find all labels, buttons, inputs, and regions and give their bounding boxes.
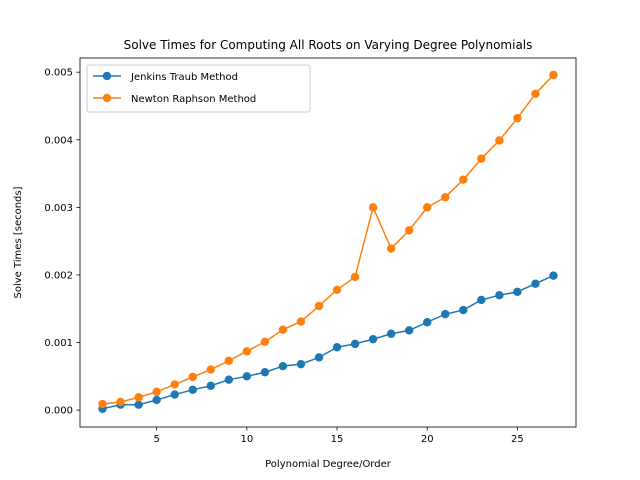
legend-label-jenkins-traub: Jenkins Traub Method [130,72,238,83]
data-point-newton-raphson-method [188,372,197,382]
series-layer [98,70,558,413]
y-tick-label: 0.004 [44,135,73,146]
data-point-newton-raphson-method [549,70,558,80]
data-point-jenkins-traub-method [242,372,252,381]
x-tick-label: 5 [153,434,159,445]
y-tick-label: 0.003 [44,203,73,214]
data-point-newton-raphson-method [134,393,143,402]
x-tick-label: 20 [421,434,434,445]
data-point-newton-raphson-method [206,365,215,374]
data-point-newton-raphson-method [314,301,324,311]
plot-area [80,58,576,427]
data-point-newton-raphson-method [423,203,432,212]
data-point-newton-raphson-method [404,226,414,235]
data-point-jenkins-traub-method [134,400,143,409]
y-tick-label: 0.005 [44,68,73,79]
plot-frame [79,57,577,428]
data-point-newton-raphson-method [278,325,288,334]
data-point-newton-raphson-method [224,356,233,365]
data-point-newton-raphson-method [116,397,125,407]
data-point-jenkins-traub-method [332,343,342,352]
data-point-jenkins-traub-method [531,279,540,288]
legend-label-newton-raphson: Newton Raphson Method [131,94,256,105]
data-point-newton-raphson-method [531,89,540,99]
legend: Jenkins Traub Method Newton Raphson Meth… [86,64,311,113]
data-point-newton-raphson-method [242,347,252,356]
data-point-jenkins-traub-method [206,381,215,390]
data-point-jenkins-traub-method [386,329,396,338]
data-point-jenkins-traub-method [549,271,558,280]
data-point-newton-raphson-method [386,244,396,253]
y-tick-label: 0.000 [44,406,73,417]
x-tick-label: 10 [240,434,253,445]
data-point-newton-raphson-method [459,175,468,184]
data-point-jenkins-traub-method [368,334,378,344]
y-axis-label: Solve Times [seconds] [13,186,24,298]
data-point-newton-raphson-method [350,272,360,282]
data-point-jenkins-traub-method [224,375,233,384]
data-point-jenkins-traub-method [170,390,179,399]
legend-marker-jenkins-traub [102,71,112,81]
data-point-jenkins-traub-method [459,305,468,315]
data-point-newton-raphson-method [152,387,161,397]
data-point-newton-raphson-method [495,136,504,145]
data-point-jenkins-traub-method [513,287,522,297]
data-point-jenkins-traub-method [314,353,324,362]
data-point-newton-raphson-method [98,399,107,409]
chart-title: Solve Times for Computing All Roots on V… [124,38,533,52]
x-axis-label: Polynomial Degree/Order [265,459,392,470]
data-point-jenkins-traub-method [278,361,288,371]
data-point-newton-raphson-method [513,113,522,123]
data-point-newton-raphson-method [477,154,486,163]
data-point-jenkins-traub-method [350,339,360,349]
data-point-jenkins-traub-method [188,385,197,395]
data-point-jenkins-traub-method [152,395,161,405]
data-point-newton-raphson-method [170,380,179,389]
legend-marker-newton-raphson [102,93,112,103]
data-point-newton-raphson-method [441,193,450,202]
data-point-jenkins-traub-method [477,295,486,305]
y-tick-label: 0.002 [44,270,73,281]
y-tick-label: 0.001 [44,338,73,349]
data-point-newton-raphson-method [260,337,270,347]
legend-box [86,64,311,113]
data-point-jenkins-traub-method [296,359,306,369]
data-point-newton-raphson-method [296,317,306,326]
data-point-jenkins-traub-method [404,326,414,335]
data-point-newton-raphson-method [368,203,378,212]
x-tick-label: 25 [511,434,524,445]
data-point-jenkins-traub-method [423,318,432,327]
data-point-jenkins-traub-method [260,368,270,377]
data-point-jenkins-traub-method [495,291,504,300]
ticks-layer: 5 10 15 20 25 0.000 0.001 0.002 0.003 0.004 0.005 [44,68,523,445]
x-tick-label: 15 [331,434,344,445]
data-point-jenkins-traub-method [441,309,450,319]
data-point-newton-raphson-method [332,285,342,295]
